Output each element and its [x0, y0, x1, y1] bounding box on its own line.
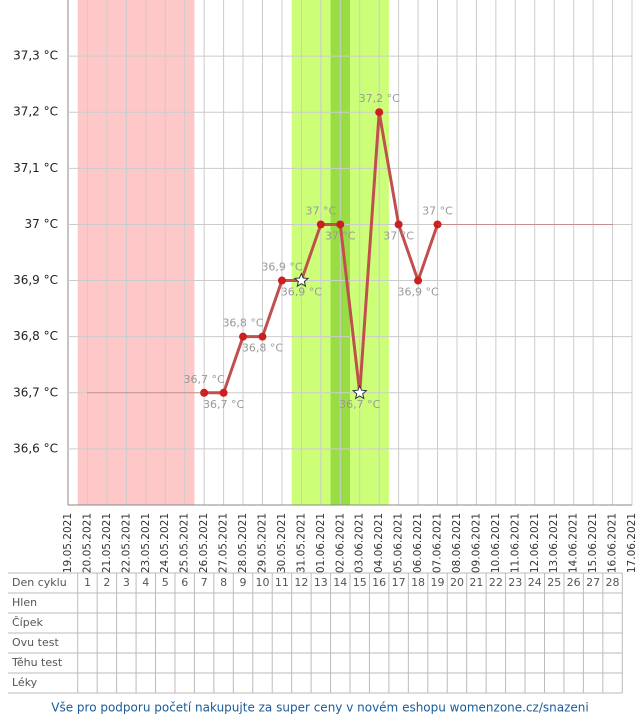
- x-tick-label: 28.05.2021: [237, 513, 249, 573]
- row-label: Léky: [12, 676, 38, 689]
- cell: 13: [314, 576, 328, 589]
- footer-link[interactable]: Vše pro podporu početí nakupujte za supe…: [51, 701, 588, 715]
- row-label: Den cyklu: [12, 576, 67, 589]
- cell: 14: [333, 576, 347, 589]
- cell: 23: [508, 576, 522, 589]
- y-tick-label: 36,7 °C: [13, 385, 58, 399]
- star-point: [351, 384, 368, 400]
- cell: 1: [84, 576, 91, 589]
- x-tick-label: 11.06.2021: [509, 513, 521, 573]
- x-tick-label: 06.06.2021: [412, 513, 424, 573]
- x-tick-label: 10.06.2021: [490, 513, 502, 573]
- cell: 24: [528, 576, 542, 589]
- x-tick-label: 16.06.2021: [607, 513, 619, 573]
- cell: 19: [431, 576, 445, 589]
- cell: 27: [586, 576, 600, 589]
- point: [336, 220, 345, 229]
- x-tick-label: 27.05.2021: [218, 513, 230, 573]
- x-tick-label: 07.06.2021: [432, 513, 444, 573]
- y-tick-label: 37,2 °C: [13, 105, 58, 119]
- point-label: 36,7 °C: [339, 398, 380, 411]
- row-label: Ovu test: [12, 636, 59, 649]
- x-tick-label: 05.06.2021: [393, 513, 405, 573]
- cell: 7: [201, 576, 208, 589]
- point: [258, 332, 267, 341]
- x-tick-label: 19.05.2021: [62, 513, 74, 573]
- point: [219, 388, 228, 397]
- point-label: 37 °C: [325, 229, 356, 242]
- x-tick-label: 01.06.2021: [315, 513, 327, 573]
- point-label: 37,2 °C: [359, 92, 400, 105]
- point-label: 37 °C: [305, 204, 336, 217]
- cell: 5: [162, 576, 169, 589]
- cell: 8: [220, 576, 227, 589]
- point: [239, 332, 248, 341]
- cell: 21: [469, 576, 483, 589]
- cell: 12: [294, 576, 308, 589]
- cell: 15: [353, 576, 367, 589]
- point: [394, 220, 403, 229]
- x-tick-label: 29.05.2021: [256, 513, 268, 573]
- point-label: 36,9 °C: [281, 286, 322, 299]
- x-tick-label: 30.05.2021: [276, 513, 288, 573]
- y-tick-label: 36,6 °C: [13, 441, 58, 455]
- point-label: 36,8 °C: [222, 317, 263, 330]
- x-tick-label: 04.06.2021: [373, 513, 385, 573]
- x-tick-label: 08.06.2021: [451, 513, 463, 573]
- x-tick-label: 15.06.2021: [587, 513, 599, 573]
- row-label: Těhu test: [11, 656, 63, 669]
- cell: 25: [547, 576, 561, 589]
- x-tick-label: 20.05.2021: [81, 513, 93, 573]
- x-tick-label: 13.06.2021: [548, 513, 560, 573]
- row-label: Hlen: [12, 596, 37, 609]
- cell: 6: [181, 576, 188, 589]
- point-label: 37 °C: [383, 229, 414, 242]
- x-tick-label: 26.05.2021: [198, 513, 210, 573]
- point-label: 36,8 °C: [242, 342, 283, 355]
- cell: 18: [411, 576, 425, 589]
- x-tick-label: 17.06.2021: [626, 513, 638, 573]
- x-tick-label: 12.06.2021: [529, 513, 541, 573]
- cell: 11: [275, 576, 289, 589]
- x-tick-label: 09.06.2021: [470, 513, 482, 573]
- point: [414, 276, 423, 285]
- point: [277, 276, 286, 285]
- point-label: 36,9 °C: [397, 286, 438, 299]
- y-tick-label: 37,1 °C: [13, 161, 58, 175]
- y-tick-label: 37,3 °C: [13, 49, 58, 63]
- point: [375, 108, 384, 117]
- y-tick-label: 37 °C: [25, 217, 58, 231]
- cell: 16: [372, 576, 386, 589]
- point-label: 37 °C: [422, 204, 453, 217]
- x-tick-label: 02.06.2021: [334, 513, 346, 573]
- cell: 10: [255, 576, 269, 589]
- y-tick-label: 36,8 °C: [13, 329, 58, 343]
- cell: 22: [489, 576, 503, 589]
- x-tick-label: 22.05.2021: [120, 513, 132, 573]
- cell: 3: [123, 576, 130, 589]
- point-label: 36,7 °C: [184, 373, 225, 386]
- cell: 28: [606, 576, 620, 589]
- point-label: 36,7 °C: [203, 398, 244, 411]
- x-tick-label: 23.05.2021: [140, 513, 152, 573]
- phase-band: [77, 0, 195, 505]
- cell: 9: [240, 576, 247, 589]
- cell: 26: [567, 576, 581, 589]
- x-tick-label: 03.06.2021: [354, 513, 366, 573]
- row-label: Čípek: [12, 616, 43, 629]
- point-label: 36,9 °C: [261, 261, 302, 274]
- cell: 17: [392, 576, 406, 589]
- x-tick-label: 24.05.2021: [159, 513, 171, 573]
- point: [316, 220, 325, 229]
- star-point: [293, 272, 310, 288]
- x-tick-label: 25.05.2021: [179, 513, 191, 573]
- x-tick-label: 21.05.2021: [101, 513, 113, 573]
- y-tick-label: 36,9 °C: [13, 273, 58, 287]
- x-tick-label: 14.06.2021: [568, 513, 580, 573]
- cell: 20: [450, 576, 464, 589]
- cell: 2: [103, 576, 110, 589]
- cell: 4: [142, 576, 149, 589]
- x-tick-label: 31.05.2021: [295, 513, 307, 573]
